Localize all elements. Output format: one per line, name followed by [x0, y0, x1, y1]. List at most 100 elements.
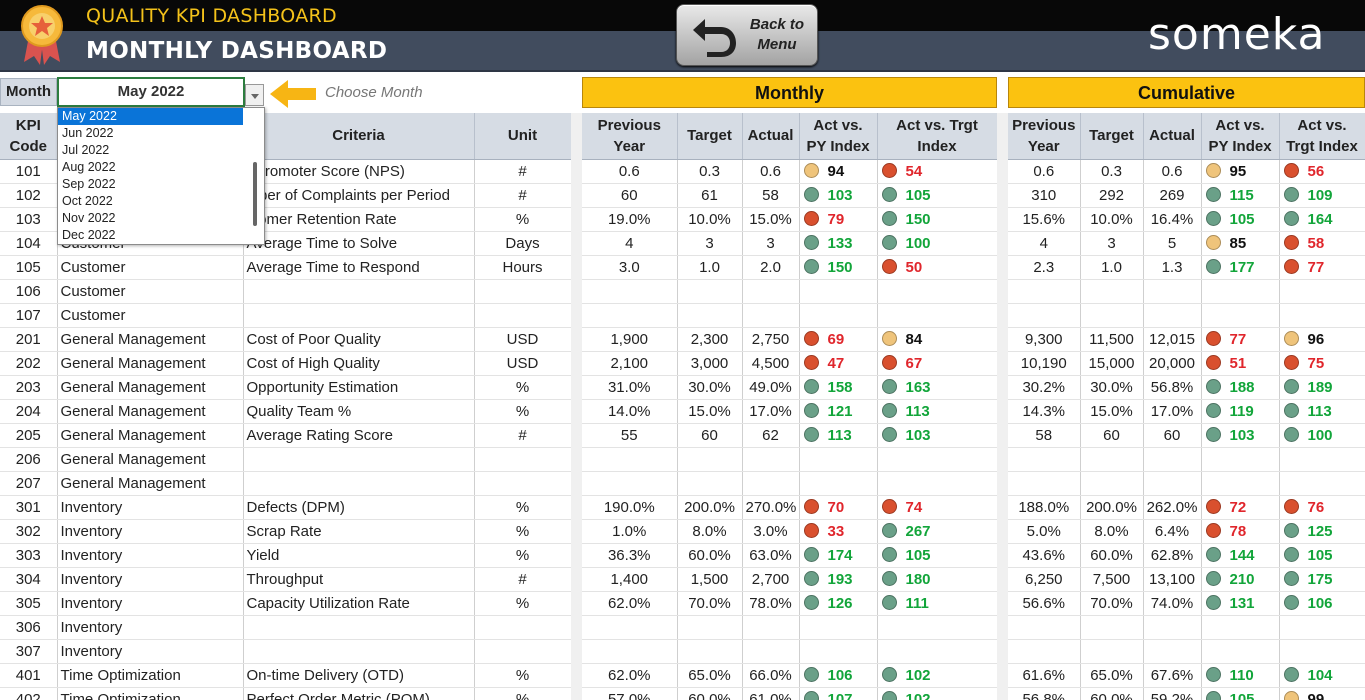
table-row	[582, 615, 998, 640]
col-criteria: Criteria	[243, 113, 475, 160]
dropdown-scrollbar[interactable]	[253, 162, 257, 226]
status-dot-icon	[803, 378, 819, 394]
index-cell: 113	[799, 423, 878, 448]
status-dot-icon	[881, 234, 897, 250]
table-row: 310 292 269 115 109	[1008, 183, 1365, 208]
month-dropdown-button[interactable]	[245, 84, 264, 106]
index-cell: 54	[877, 159, 998, 184]
unit-cell	[474, 615, 572, 640]
status-dot-icon	[803, 162, 819, 178]
status-dot-icon	[1205, 234, 1221, 250]
status-dot-icon	[1205, 210, 1221, 226]
actual-cell	[742, 639, 800, 664]
actual-cell: 74.0%	[1143, 591, 1202, 616]
status-dot-icon	[803, 666, 819, 682]
unit-cell	[474, 471, 572, 496]
column-gap	[571, 113, 582, 700]
criteria-cell: Capacity Utilization Rate	[243, 591, 475, 616]
dropdown-option[interactable]: Oct 2022	[62, 194, 113, 208]
status-dot-icon	[803, 258, 819, 274]
index-value: 94	[827, 162, 845, 180]
target-cell	[677, 471, 743, 496]
unit-cell: #	[474, 159, 572, 184]
table-row	[1008, 303, 1365, 328]
status-dot-icon	[1283, 330, 1299, 346]
index-cell: 77	[1201, 326, 1280, 352]
status-dot-icon	[1205, 570, 1221, 586]
table-row: 6,250 7,500 13,100 210 175	[1008, 567, 1365, 592]
target-cell: 65.0%	[1080, 662, 1144, 688]
target-cell	[677, 279, 743, 304]
unit-cell: Days	[474, 231, 572, 256]
actual-cell: 17.0%	[1143, 399, 1202, 424]
previous-year-cell: 14.0%	[582, 399, 678, 424]
target-cell: 3	[677, 231, 743, 256]
index-cell: 210	[1201, 567, 1280, 592]
index-value: 111	[905, 594, 929, 612]
criteria-cell: Throughput	[243, 567, 475, 592]
target-cell: 3,000	[677, 351, 743, 376]
index-value: 115	[1229, 186, 1254, 204]
table-row: 61.6% 65.0% 67.6% 110 104	[1008, 662, 1365, 688]
index-value: 105	[905, 186, 931, 204]
table-row: 188.0% 200.0% 262.0% 72 76	[1008, 494, 1365, 520]
index-cell	[877, 639, 998, 664]
group-cell: General Management	[57, 471, 244, 496]
actual-cell: 67.6%	[1143, 662, 1202, 688]
previous-year-cell: 1,900	[582, 326, 678, 352]
dropdown-option[interactable]: Jun 2022	[62, 126, 114, 140]
kpi-code-cell: 304	[0, 567, 58, 592]
index-value: 106	[1307, 594, 1333, 612]
actual-cell: 1.3	[1143, 255, 1202, 280]
table-row: 305 Inventory Capacity Utilization Rate%	[0, 591, 572, 616]
criteria-cell: t Promoter Score (NPS)	[243, 159, 475, 184]
index-cell: 105	[1279, 543, 1365, 568]
actual-cell: 5	[1143, 231, 1202, 256]
table-row: 303 Inventory Yield%	[0, 543, 572, 568]
index-cell: 100	[1279, 423, 1365, 448]
index-value: 193	[827, 570, 853, 588]
dropdown-option[interactable]: Aug 2022	[62, 160, 116, 174]
index-value: 50	[905, 258, 923, 276]
status-dot-icon	[1205, 354, 1221, 370]
status-dot-icon	[1205, 546, 1221, 562]
target-cell: 11,500	[1080, 326, 1144, 352]
index-cell: 74	[877, 494, 998, 520]
index-cell: 144	[1201, 543, 1280, 568]
actual-cell: 2,750	[742, 326, 800, 352]
index-cell	[1279, 615, 1365, 640]
actual-cell: 60	[1143, 423, 1202, 448]
status-dot-icon	[881, 498, 897, 514]
status-dot-icon	[1205, 162, 1221, 178]
kpi-code-cell: 303	[0, 543, 58, 568]
target-cell: 10.0%	[1080, 207, 1144, 232]
table-row: 304 Inventory Throughput #	[0, 567, 572, 592]
index-cell: 103	[799, 183, 878, 208]
group-cell: General Management	[57, 326, 244, 352]
col-monthly-actual: Actual	[742, 113, 800, 160]
index-cell: 50	[877, 255, 998, 280]
previous-year-cell: 2.3	[1008, 255, 1081, 280]
index-cell: 109	[1279, 183, 1365, 208]
dropdown-option[interactable]: Nov 2022	[62, 211, 116, 225]
table-row: 14.0% 15.0% 17.0% 121 113	[582, 399, 998, 424]
kpi-code-cell: 206	[0, 447, 58, 472]
target-cell: 60.0%	[677, 687, 743, 700]
actual-cell	[1143, 447, 1202, 472]
dropdown-option[interactable]: Sep 2022	[62, 177, 116, 191]
table-row	[582, 471, 998, 496]
criteria-cell	[243, 639, 475, 664]
index-cell: 107	[799, 687, 878, 700]
dropdown-option[interactable]: Jul 2022	[62, 143, 110, 157]
table-row	[582, 639, 998, 664]
index-value: 126	[827, 594, 853, 612]
month-select[interactable]: May 2022	[57, 77, 245, 107]
back-to-menu-button[interactable]: Back to Menu	[676, 4, 818, 66]
dropdown-option[interactable]: May 2022	[58, 108, 243, 125]
dropdown-option[interactable]: Dec 2022	[62, 228, 116, 242]
col-cumulative-act-vs-trgt: Act vs. Trgt Index	[1279, 113, 1365, 160]
month-dropdown-list[interactable]: May 2022 Jun 2022 Jul 2022 Aug 2022 Sep 2022…	[57, 107, 265, 245]
status-dot-icon	[1205, 522, 1221, 538]
status-dot-icon	[881, 426, 897, 442]
target-cell: 3	[1080, 231, 1144, 256]
